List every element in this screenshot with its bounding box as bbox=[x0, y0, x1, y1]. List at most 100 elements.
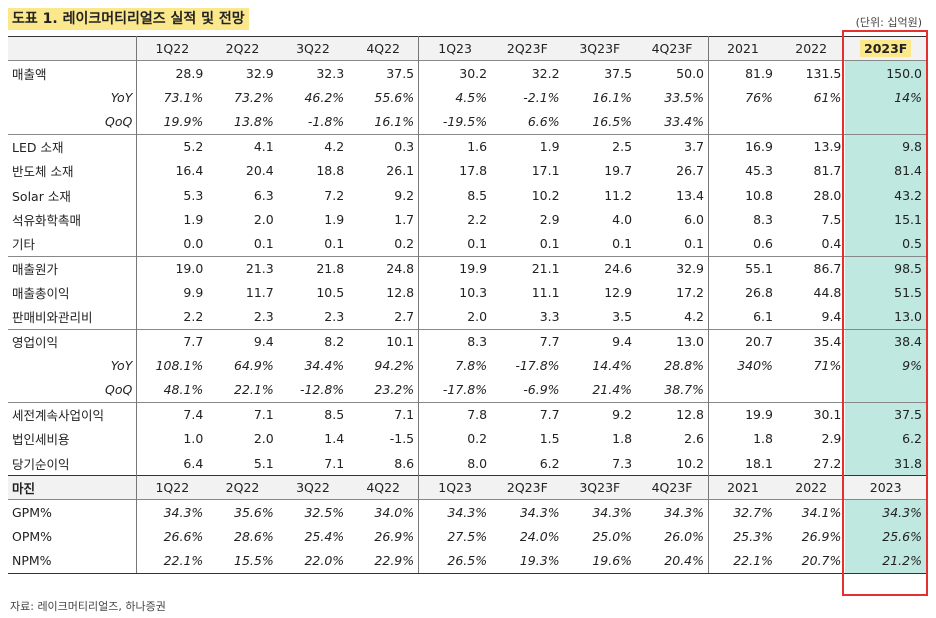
value-cell: 13.8% bbox=[234, 114, 274, 130]
row-label: 매출총이익 bbox=[8, 280, 138, 305]
margin-row: OPM% 26.6% 28.6% 25.4% 26.9% 27.5% 24.0% 25.0% 2… bbox=[8, 524, 926, 549]
value-cell: 8.2 bbox=[277, 328, 349, 354]
value-cell: 2.3 bbox=[324, 309, 345, 325]
value-cell: 17.1 bbox=[531, 163, 560, 179]
value-cell: -1.8% bbox=[307, 114, 345, 130]
row-label: 세전계속사업이익 bbox=[8, 401, 138, 427]
value-cell: 32.9 bbox=[636, 255, 710, 281]
value-cell: 1.9 bbox=[324, 211, 345, 227]
value-cell: 12.9 bbox=[604, 285, 633, 301]
column-header: 2Q22 bbox=[207, 475, 278, 500]
value-cell: 26.9% bbox=[801, 529, 842, 544]
value-cell: 34.3% bbox=[136, 499, 208, 525]
value-cell: 35.4 bbox=[776, 328, 846, 354]
value-cell: -2.1% bbox=[523, 89, 560, 105]
value-cell: 7.8 bbox=[418, 401, 492, 427]
value-cell: 24.0% bbox=[519, 529, 560, 544]
value-cell: 15.5% bbox=[207, 548, 278, 574]
table-row: LED 소재 5.2 4.1 4.2 0.3 1.6 1.9 2.5 3.7 16.9 13.9 9.… bbox=[8, 133, 926, 159]
value-cell: 34.4% bbox=[304, 358, 345, 374]
source-note: 자료: 레이크머티리얼즈, 하나증권 bbox=[10, 600, 166, 613]
value-cell: 55.1 bbox=[708, 255, 777, 281]
column-header: 4Q22 bbox=[348, 475, 420, 500]
value-cell: 10.3 bbox=[459, 285, 488, 301]
column-header-highlight: 2023F bbox=[860, 40, 912, 58]
value-cell: 7.1 bbox=[207, 401, 278, 427]
table-row: 매출총이익 9.9 11.7 10.5 12.8 10.3 11.1 12.9 17.2 26.8… bbox=[8, 280, 926, 305]
value-cell: 340% bbox=[737, 358, 773, 374]
value-cell: 11.7 bbox=[245, 285, 274, 301]
value-cell: 2.6 bbox=[636, 426, 710, 452]
unit-label: (단위: 십억원) bbox=[855, 16, 922, 29]
value-cell: 19.3% bbox=[491, 548, 564, 574]
value-cell: 34.3% bbox=[845, 499, 926, 525]
value-cell: 44.8 bbox=[813, 285, 842, 301]
column-header: 1Q23 bbox=[418, 35, 492, 61]
column-header: 2Q23F bbox=[491, 475, 564, 500]
value-cell: 45.3 bbox=[745, 163, 773, 179]
table-row: 법인세비용 1.0 2.0 1.4 -1.5 0.2 1.5 1.8 2.6 1.8 2.9 6.2 bbox=[8, 426, 926, 452]
value-cell: 28.8% bbox=[636, 353, 710, 378]
value-cell: 32.5% bbox=[277, 499, 349, 525]
value-cell: 20.4% bbox=[636, 548, 710, 574]
value-cell: 32.3 bbox=[277, 60, 349, 86]
table-row: 석유화학촉매 1.9 2.0 1.9 1.7 2.2 2.9 4.0 6.0 8.3 7.5 15.1 bbox=[8, 207, 926, 232]
value-cell: 2.2 bbox=[183, 309, 204, 325]
column-header: 3Q22 bbox=[277, 475, 349, 500]
value-cell: 19.7 bbox=[604, 163, 633, 179]
value-cell: 19.9% bbox=[163, 114, 204, 130]
value-cell: 18.1 bbox=[745, 455, 773, 471]
value-cell: 34.3% bbox=[563, 499, 637, 525]
value-cell: 38.7% bbox=[636, 377, 710, 403]
column-header: 2021 bbox=[708, 35, 777, 61]
column-header: 1Q22 bbox=[136, 35, 208, 61]
value-cell: 3.3 bbox=[539, 309, 560, 325]
value-cell: 16.5% bbox=[592, 114, 633, 130]
value-cell: 4.1 bbox=[207, 133, 278, 159]
value-cell: 4.2 bbox=[636, 304, 710, 330]
column-header: 4Q23F bbox=[636, 475, 710, 500]
value-cell: 12.8 bbox=[348, 280, 420, 305]
value-cell: 17.8 bbox=[459, 163, 488, 179]
value-cell: 11.1 bbox=[531, 285, 560, 301]
value-cell: 16.1% bbox=[348, 109, 420, 135]
row-label: OPM% bbox=[8, 524, 138, 549]
value-cell: 18.8 bbox=[316, 163, 345, 179]
value-cell: 0.3 bbox=[348, 133, 420, 159]
value-cell: 26.7 bbox=[636, 158, 710, 183]
column-header: 4Q22 bbox=[348, 35, 420, 61]
value-cell: 26.8 bbox=[745, 285, 773, 301]
value-cell: 150.0 bbox=[845, 60, 926, 86]
value-cell: 1.9 bbox=[183, 211, 204, 227]
value-cell: 3.5 bbox=[612, 309, 633, 325]
value-cell: 43.2 bbox=[845, 182, 926, 208]
value-cell: 7.7 bbox=[491, 328, 564, 354]
value-cell: 0.2 bbox=[467, 431, 488, 447]
row-label: 판매비와관리비 bbox=[8, 304, 138, 330]
value-cell: 22.1% bbox=[136, 548, 208, 574]
value-cell: 2.9 bbox=[539, 211, 560, 227]
value-cell: 20.4 bbox=[245, 163, 274, 179]
table-row: YoY 108.1% 64.9% 34.4% 94.2% 7.8% -17.8% 14.4% 2… bbox=[8, 353, 926, 378]
row-label: GPM% bbox=[8, 499, 138, 525]
value-cell: 55.6% bbox=[348, 85, 420, 110]
value-cell: 1.9 bbox=[491, 133, 564, 159]
value-cell: 6.1 bbox=[753, 309, 773, 325]
value-cell: 34.0% bbox=[348, 499, 420, 525]
value-cell: 34.3% bbox=[418, 499, 492, 525]
value-cell: 1.8 bbox=[612, 431, 633, 447]
value-cell: 16.9 bbox=[708, 133, 777, 159]
value-cell: 2.0 bbox=[253, 211, 274, 227]
column-header: 3Q22 bbox=[277, 35, 349, 61]
value-cell: 28.9 bbox=[136, 60, 208, 86]
value-cell: 9.4 bbox=[207, 328, 278, 354]
value-cell: 2.0 bbox=[253, 431, 274, 447]
value-cell: 9.8 bbox=[845, 133, 926, 159]
value-cell: 28.6% bbox=[234, 529, 274, 544]
value-cell: 15.1 bbox=[845, 207, 926, 232]
margin-row: NPM% 22.1% 15.5% 22.0% 22.9% 26.5% 19.3% 19.6% 2… bbox=[8, 548, 926, 574]
value-cell: 64.9% bbox=[234, 358, 274, 374]
value-cell: 7.1 bbox=[348, 401, 420, 427]
value-cell: 86.7 bbox=[776, 255, 846, 281]
value-cell: 22.0% bbox=[277, 548, 349, 574]
